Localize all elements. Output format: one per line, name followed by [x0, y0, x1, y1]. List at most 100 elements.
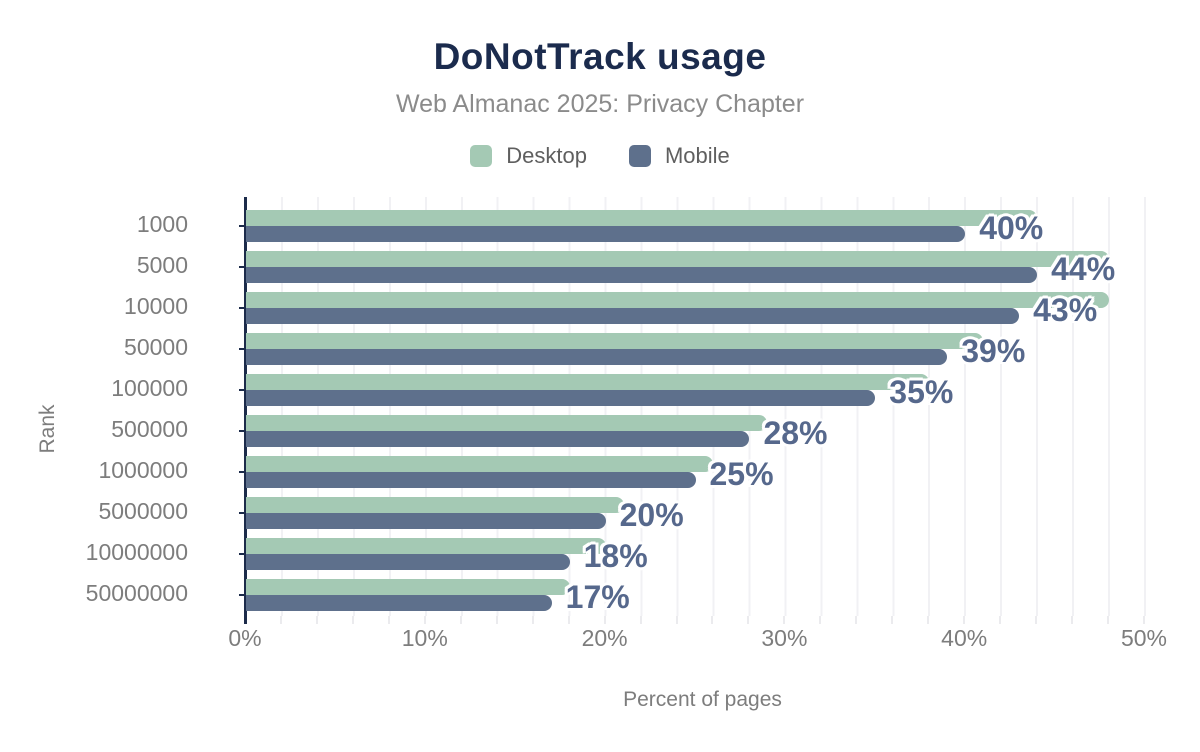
x-tick-mark [567, 616, 570, 624]
bar-group: 39% [246, 333, 1160, 369]
y-tick-label: 10000 [124, 293, 188, 319]
x-tick-mark [531, 616, 534, 624]
desktop-bar [246, 538, 606, 554]
legend: Desktop Mobile [0, 143, 1200, 169]
bar-group: 28% [246, 415, 1160, 451]
x-tick-mark [999, 616, 1002, 624]
legend-item-mobile: Mobile [628, 143, 730, 169]
y-tick-label: 100000 [111, 375, 188, 401]
desktop-bar [246, 579, 570, 595]
x-tick-mark [387, 616, 390, 624]
x-tick-mark [819, 616, 822, 624]
x-tick-label: 40% [941, 625, 988, 651]
x-tick-mark [1035, 616, 1038, 624]
x-tick-mark [459, 616, 462, 624]
x-tick-mark [351, 616, 354, 624]
x-axis-title: Percent of pages [623, 688, 782, 711]
desktop-bar [246, 210, 1038, 226]
desktop-bar [246, 251, 1110, 267]
mobile-bar [246, 349, 948, 365]
value-label: 40% [979, 210, 1044, 246]
y-tick-mark [239, 430, 245, 432]
mobile-bar [246, 431, 750, 447]
desktop-bar [246, 374, 930, 390]
x-tick-mark [279, 616, 282, 624]
y-tick-label: 50000000 [85, 580, 188, 606]
mobile-bar [246, 595, 552, 611]
y-tick-mark [239, 594, 245, 596]
mobile-bar [246, 472, 696, 488]
chart-subtitle: Web Almanac 2025: Privacy Chapter [395, 90, 805, 118]
mobile-swatch-icon [628, 145, 651, 167]
x-tick-mark [927, 616, 930, 624]
mobile-bar [246, 226, 966, 242]
mobile-bar [246, 308, 1020, 324]
x-tick-mark [603, 616, 606, 624]
y-tick-mark [239, 348, 245, 350]
x-tick-label: 10% [401, 625, 448, 651]
x-tick-mark [855, 616, 858, 624]
y-tick-mark [239, 307, 245, 309]
desktop-bar [246, 456, 714, 472]
desktop-bar [246, 415, 768, 431]
y-tick-label: 1000 [136, 211, 188, 237]
x-tick-label: 50% [1120, 625, 1168, 651]
x-tick-label: 0% [228, 625, 262, 651]
bar-group: 35% [246, 374, 1160, 410]
y-tick-label: 1000000 [98, 457, 188, 483]
mobile-bar [246, 390, 876, 406]
value-label: 43% [1033, 292, 1098, 328]
value-label: 18% [583, 538, 648, 574]
x-tick-mark [495, 616, 498, 624]
value-label: 17% [565, 579, 630, 615]
legend-label-mobile: Mobile [664, 143, 730, 168]
desktop-bar [246, 497, 624, 513]
x-tick-mark [315, 616, 318, 624]
legend-item-desktop: Desktop [470, 143, 587, 169]
desktop-bar [246, 292, 1110, 308]
x-tick-mark [747, 616, 750, 624]
value-label: 20% [619, 497, 684, 533]
value-label: 28% [763, 415, 828, 451]
y-tick-label: 5000 [136, 252, 188, 278]
y-tick-mark [239, 553, 245, 555]
y-axis-line [244, 197, 247, 624]
y-tick-mark [239, 389, 245, 391]
y-tick-label: 50000 [124, 334, 188, 360]
value-label: 39% [961, 333, 1026, 369]
y-tick-mark [239, 512, 245, 514]
x-tick-mark [1071, 616, 1074, 624]
y-tick-mark [239, 225, 245, 227]
bar-group: 43% [246, 292, 1160, 328]
value-label: 44% [1051, 251, 1116, 287]
y-tick-mark [239, 266, 245, 268]
x-tick-mark [783, 616, 786, 624]
y-tick-label: 500000 [111, 416, 188, 442]
mobile-bar [246, 554, 570, 570]
x-tick-mark [675, 616, 678, 624]
bar-group: 40% [246, 210, 1160, 246]
desktop-swatch-icon [470, 145, 493, 167]
value-label: 25% [709, 456, 774, 492]
x-tick-mark [1143, 616, 1145, 624]
bar-group: 44% [246, 251, 1160, 287]
x-tick-label: 30% [761, 625, 808, 651]
legend-label-desktop: Desktop [506, 143, 587, 168]
x-tick-mark [711, 616, 714, 624]
y-tick-label: 10000000 [85, 539, 188, 565]
bar-group: 17% [246, 579, 1160, 615]
x-tick-label: 20% [581, 625, 628, 651]
x-tick-mark [891, 616, 894, 624]
value-label: 35% [889, 374, 954, 410]
x-tick-mark [639, 616, 642, 624]
y-axis-title: Rank [36, 404, 59, 454]
x-tick-mark [1107, 616, 1110, 624]
chart-title: DoNotTrack usage [433, 36, 767, 77]
bar-group: 25% [246, 456, 1160, 492]
y-tick-mark [239, 471, 245, 473]
x-tick-mark [963, 616, 966, 624]
mobile-bar [246, 513, 606, 529]
bar-group: 18% [246, 538, 1160, 574]
y-tick-label: 5000000 [98, 498, 188, 524]
